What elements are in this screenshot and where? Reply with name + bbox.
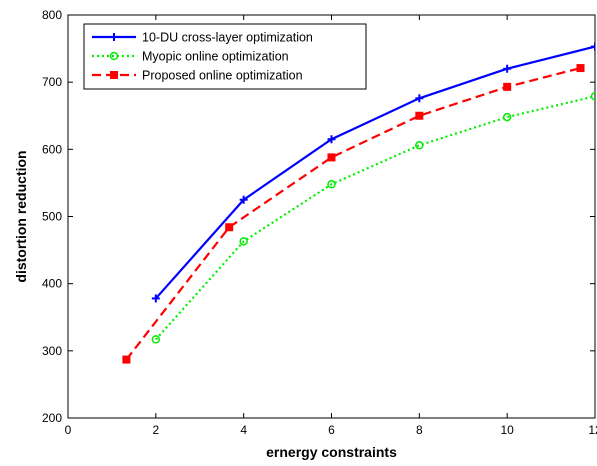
legend-box [83,23,367,90]
data-point [151,294,160,303]
x-axis-title: ernergy constraints [266,444,397,460]
x-tick-label: 4 [240,423,247,437]
legend-marker-2 [110,71,118,79]
data-point [239,237,248,246]
x-tick-label: 0 [65,423,72,437]
legend: 10-DU cross-layer optimization Myopic onl… [83,23,367,90]
data-point [502,112,512,122]
data-point [591,42,595,51]
x-tick-label: 2 [152,423,159,437]
y-tick-label: 200 [42,411,62,425]
legend-label-0: 10-DU cross-layer optimization [142,31,313,45]
y-tick-label: 500 [42,210,62,224]
data-point [327,153,336,162]
data-point [503,82,512,91]
legend-label-2: Proposed online optimization [142,69,303,83]
data-point [503,64,512,73]
x-tick-label: 12 [588,423,597,437]
data-point [327,135,336,144]
data-point [590,92,595,101]
data-point [239,195,248,204]
y-tick-label: 800 [42,8,62,22]
x-tick-label: 8 [416,423,423,437]
ticks-layer: 0 2 4 6 8 10 12 200 300 400 500 600 700 800 [42,8,597,437]
data-point [151,335,161,344]
series-1 [151,92,595,344]
series-line-0 [155,45,595,300]
data-point [225,223,234,232]
y-tick-label: 300 [42,344,62,358]
data-point [415,141,424,150]
x-tick-label: 10 [500,423,514,437]
data-point [415,111,424,120]
data-point [576,64,585,73]
series-0 [151,42,595,303]
series-line-2 [125,66,581,361]
legend-marker-1 [109,51,119,61]
legend-label-1: Myopic online optimization [142,50,289,64]
data-point [122,355,131,364]
series-layer [122,42,595,364]
y-tick-label: 600 [42,142,62,156]
legend-marker-0 [110,33,118,41]
y-axis-title: distortion reduction [13,150,29,282]
series-2 [122,64,585,364]
y-tick-label: 400 [42,277,62,291]
y-tick-label: 700 [42,75,62,89]
data-point [415,94,424,103]
x-tick-label: 6 [328,423,335,437]
data-point [327,180,336,189]
